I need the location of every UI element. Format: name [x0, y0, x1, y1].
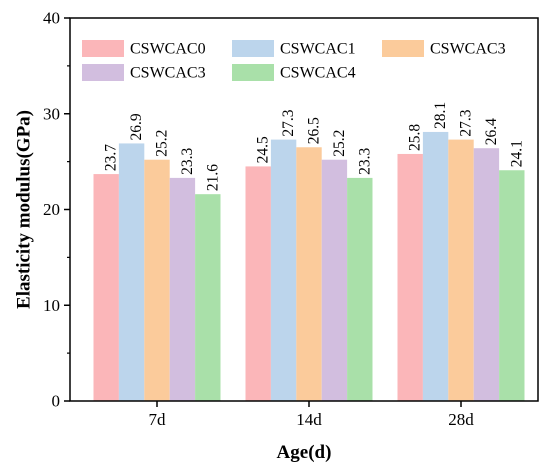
y-tick-label: 20 [43, 200, 60, 219]
data-label: 21.6 [204, 164, 221, 191]
legend-label: CSWCAC1 [280, 41, 356, 58]
legend-label: CSWCAC4 [280, 65, 356, 82]
x-axis-title: Age(d) [277, 442, 332, 463]
legend-swatch [232, 40, 274, 57]
x-tick-label: 7d [149, 410, 167, 429]
legend-label: CSWCAC0 [130, 41, 206, 58]
y-tick-label: 10 [43, 296, 60, 315]
bars-layer [93, 131, 525, 402]
legend-label: CSWCAC3 [430, 41, 506, 58]
x-axis: 7d 14d 28d [149, 401, 474, 429]
bar-series-0-28d [397, 153, 423, 401]
data-label: 25.2 [331, 130, 348, 157]
legend-swatch [82, 64, 124, 81]
data-label: 26.4 [483, 118, 500, 145]
y-tick-label: 40 [43, 9, 60, 28]
bar-series-1-28d [422, 131, 449, 401]
legend-swatch [232, 64, 274, 81]
y-tick-label: 30 [43, 104, 60, 123]
legend-label: CSWCAC3 [130, 65, 206, 82]
bar-series-0-7d [93, 174, 119, 401]
data-label: 25.2 [154, 130, 171, 157]
bar-series-2-14d [296, 147, 322, 401]
y-axis: 0 10 20 30 40 [43, 9, 70, 411]
legend-swatch [82, 40, 124, 57]
x-tick-label: 14d [296, 410, 322, 429]
data-label: 28.1 [432, 102, 449, 129]
data-label: 23.3 [356, 148, 373, 175]
bar-series-1-7d [118, 143, 145, 401]
bar-series-4-14d [347, 177, 373, 401]
data-label: 26.5 [306, 117, 323, 144]
bar-series-4-7d [195, 194, 221, 401]
bar-series-1-14d [270, 139, 297, 402]
bar-series-4-28d [499, 170, 525, 401]
data-labels-layer: 23.7 24.5 25.8 26.9 27.3 28.1 25.2 26.5 27.3 23.3… [103, 102, 526, 191]
legend: CSWCAC0 CSWCAC1 CSWCAC3 CSWCAC3 CSWCAC4 [82, 40, 506, 82]
data-label: 27.3 [458, 109, 475, 136]
bar-series-0-14d [245, 166, 271, 401]
bar-series-3-7d [169, 177, 196, 401]
y-tick-label: 0 [52, 392, 61, 411]
data-label: 25.8 [407, 124, 424, 151]
legend-swatch [382, 40, 424, 57]
bar-series-3-28d [473, 148, 500, 401]
data-label: 23.3 [179, 148, 196, 175]
bar-series-2-28d [448, 139, 474, 402]
bar-series-2-7d [144, 159, 170, 401]
data-label: 27.3 [280, 109, 297, 136]
data-label: 26.9 [128, 113, 145, 140]
data-label: 24.1 [508, 140, 525, 167]
bar-series-3-14d [321, 159, 348, 401]
data-label: 24.5 [255, 136, 272, 163]
data-label: 23.7 [103, 144, 120, 171]
x-tick-label: 28d [448, 410, 474, 429]
y-axis-title: Elasticity modulus(GPa) [14, 110, 35, 309]
